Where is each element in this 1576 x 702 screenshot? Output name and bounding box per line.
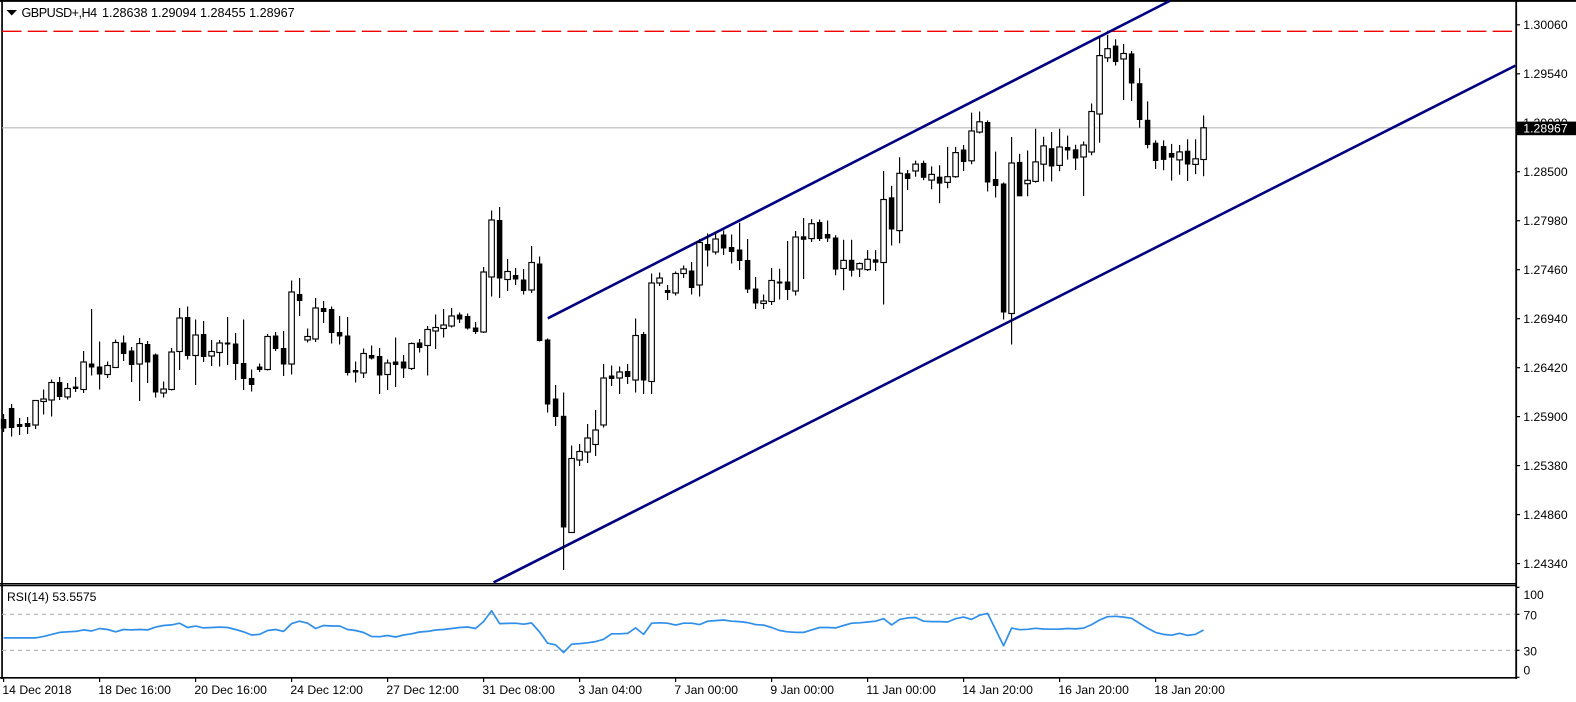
svg-text:11 Jan 00:00: 11 Jan 00:00 <box>866 683 936 697</box>
svg-text:RSI(14) 53.5575: RSI(14) 53.5575 <box>7 590 97 604</box>
svg-text:1.28967: 1.28967 <box>1523 122 1568 136</box>
svg-text:1.24860: 1.24860 <box>1523 508 1568 522</box>
svg-text:31 Dec 08:00: 31 Dec 08:00 <box>482 683 555 697</box>
svg-text:14 Jan 20:00: 14 Jan 20:00 <box>962 683 1033 697</box>
svg-text:100: 100 <box>1524 588 1544 602</box>
svg-text:1.24340: 1.24340 <box>1523 557 1568 571</box>
svg-text:1.28500: 1.28500 <box>1523 165 1568 179</box>
svg-text:18 Jan 20:00: 18 Jan 20:00 <box>1154 683 1225 697</box>
svg-text:70: 70 <box>1524 609 1538 623</box>
svg-text:1.26420: 1.26420 <box>1523 361 1568 375</box>
svg-text:18 Dec 16:00: 18 Dec 16:00 <box>98 683 171 697</box>
svg-text:1.30060: 1.30060 <box>1523 18 1568 32</box>
svg-text:3 Jan 04:00: 3 Jan 04:00 <box>578 683 642 697</box>
svg-text:0: 0 <box>1524 664 1531 678</box>
svg-text:16 Jan 20:00: 16 Jan 20:00 <box>1058 683 1129 697</box>
svg-text:9 Jan 00:00: 9 Jan 00:00 <box>770 683 834 697</box>
svg-text:1.29540: 1.29540 <box>1523 67 1568 81</box>
svg-text:1.26940: 1.26940 <box>1523 312 1568 326</box>
svg-text:GBPUSD+,H4: GBPUSD+,H4 <box>22 6 98 20</box>
svg-text:30: 30 <box>1524 645 1538 659</box>
svg-text:27 Dec 12:00: 27 Dec 12:00 <box>386 683 459 697</box>
svg-text:20 Dec 16:00: 20 Dec 16:00 <box>194 683 267 697</box>
svg-text:24 Dec 12:00: 24 Dec 12:00 <box>290 683 363 697</box>
svg-text:1.27460: 1.27460 <box>1523 263 1568 277</box>
svg-text:1.25380: 1.25380 <box>1523 459 1568 473</box>
svg-text:14 Dec 2018: 14 Dec 2018 <box>2 683 71 697</box>
svg-text:7 Jan 00:00: 7 Jan 00:00 <box>674 683 738 697</box>
svg-text:1.28638 1.29094 1.28455 1.2896: 1.28638 1.29094 1.28455 1.28967 <box>102 6 295 20</box>
svg-text:1.25900: 1.25900 <box>1523 410 1568 424</box>
svg-text:1.27980: 1.27980 <box>1523 214 1568 228</box>
